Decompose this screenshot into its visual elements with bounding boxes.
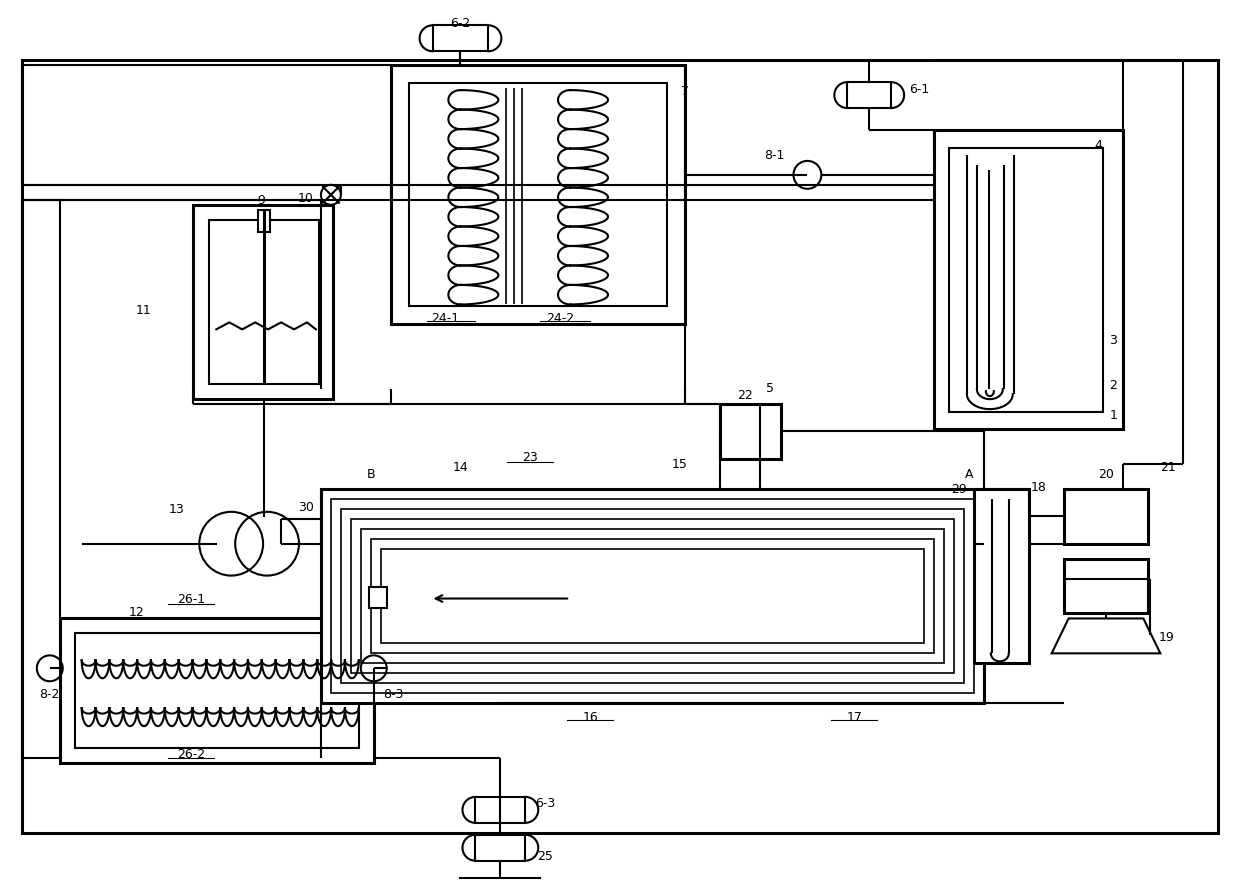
- Text: 11: 11: [135, 304, 151, 316]
- Bar: [193, 206, 332, 400]
- Text: 29: 29: [951, 483, 967, 496]
- Bar: [1064, 559, 1148, 614]
- Polygon shape: [1052, 619, 1161, 654]
- Bar: [949, 148, 1104, 413]
- Bar: [331, 499, 973, 694]
- Text: 22: 22: [737, 388, 753, 401]
- Text: 18: 18: [1030, 481, 1047, 493]
- Bar: [847, 83, 892, 109]
- Bar: [60, 619, 373, 763]
- Text: 13: 13: [169, 502, 185, 516]
- Bar: [391, 66, 684, 325]
- Bar: [371, 539, 934, 654]
- Bar: [258, 210, 270, 232]
- Text: A: A: [965, 468, 973, 481]
- Text: 8-3: 8-3: [383, 687, 404, 700]
- Text: 19: 19: [1158, 630, 1174, 643]
- Bar: [409, 84, 667, 308]
- Bar: [934, 131, 1123, 430]
- Text: 26-2: 26-2: [177, 746, 206, 760]
- Bar: [719, 405, 781, 460]
- Text: 15: 15: [672, 458, 688, 471]
- Bar: [351, 519, 954, 673]
- Text: 6-1: 6-1: [909, 82, 929, 96]
- Bar: [433, 26, 489, 52]
- Text: 4: 4: [1095, 139, 1102, 152]
- Text: 7: 7: [681, 85, 688, 97]
- Text: 9: 9: [257, 194, 265, 207]
- Text: 12: 12: [129, 605, 144, 619]
- Text: 24-2: 24-2: [546, 311, 574, 325]
- Text: 23: 23: [522, 451, 538, 464]
- Bar: [368, 586, 387, 609]
- Text: 10: 10: [298, 192, 314, 205]
- Text: 14: 14: [453, 461, 469, 474]
- Bar: [1064, 489, 1148, 544]
- Text: 2: 2: [1110, 378, 1117, 392]
- Text: 5: 5: [765, 381, 774, 394]
- Bar: [321, 489, 983, 704]
- Bar: [210, 221, 319, 384]
- Bar: [475, 797, 526, 822]
- Text: 1: 1: [1110, 409, 1117, 421]
- Text: 6-3: 6-3: [536, 797, 556, 809]
- Text: 25: 25: [537, 849, 553, 862]
- Bar: [341, 510, 963, 684]
- Text: B: B: [367, 468, 374, 481]
- Text: 26-1: 26-1: [177, 593, 206, 605]
- Text: 30: 30: [298, 501, 314, 514]
- Bar: [973, 489, 1029, 663]
- Bar: [475, 835, 526, 861]
- Bar: [361, 529, 944, 663]
- Text: 17: 17: [847, 710, 862, 723]
- Text: 8-2: 8-2: [40, 687, 60, 700]
- Bar: [22, 61, 1218, 833]
- Text: 6-2: 6-2: [450, 17, 471, 30]
- Text: 8-1: 8-1: [764, 149, 785, 162]
- Text: 20: 20: [1099, 468, 1115, 481]
- Bar: [381, 549, 924, 644]
- Text: 3: 3: [1110, 333, 1117, 347]
- Text: 16: 16: [583, 710, 598, 723]
- Text: 21: 21: [1161, 461, 1177, 474]
- Text: 24-1: 24-1: [432, 311, 460, 325]
- Bar: [74, 634, 358, 748]
